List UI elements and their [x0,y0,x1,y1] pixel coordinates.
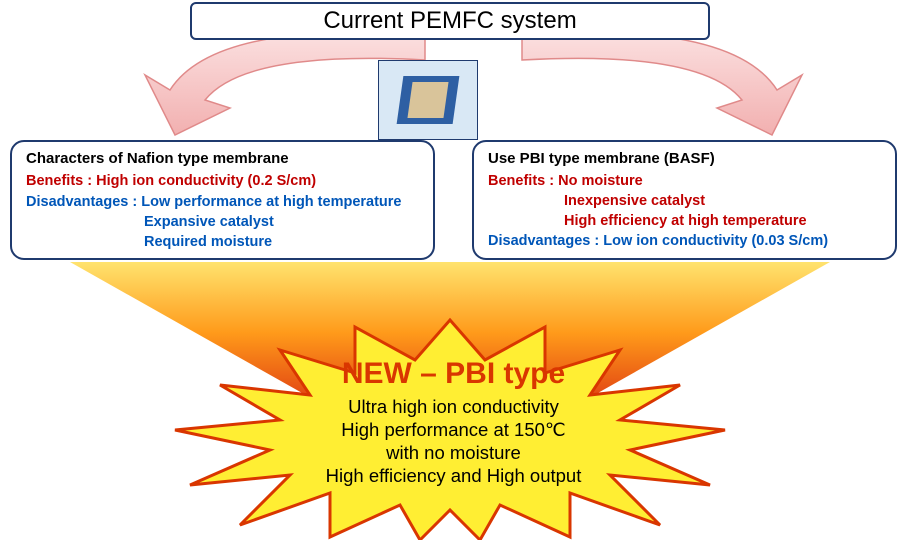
pbi-panel: Use PBI type membrane (BASF) Benefits : … [472,140,897,260]
nafion-disadv-label: Disadvantages : [26,194,137,210]
arrow-right [512,30,812,150]
pbi-benefits-0: No moisture [558,173,643,189]
new-pbi-line-1: High performance at 150℃ [0,418,907,441]
nafion-disadv-2: Required moisture [144,233,419,253]
new-pbi-block: NEW – PBI type Ultra high ion conductivi… [0,355,907,487]
pbi-disadv-text: Low ion conductivity (0.03 S/cm) [603,233,828,249]
pbi-heading: Use PBI type membrane (BASF) [488,150,881,167]
nafion-benefits-label: Benefits : [26,173,92,189]
new-pbi-line-0: Ultra high ion conductivity [0,395,907,418]
pbi-disadv-label: Disadvantages : [488,233,599,249]
pbi-benefits-2: High efficiency at high temperature [564,212,881,232]
pbi-benefits-1: Inexpensive catalyst [564,192,881,212]
nafion-disadv-1: Expansive catalyst [144,213,419,233]
fuelcell-image [378,60,478,140]
new-pbi-line-3: High efficiency and High output [0,464,907,487]
nafion-panel: Characters of Nafion type membrane Benef… [10,140,435,260]
new-pbi-title: NEW – PBI type [0,355,907,393]
nafion-benefits-text: High ion conductivity (0.2 S/cm) [96,173,316,189]
title-text: Current PEMFC system [323,7,576,35]
new-pbi-line-2: with no moisture [0,441,907,464]
nafion-disadv-0: Low performance at high temperature [141,194,401,210]
title-box: Current PEMFC system [190,2,710,40]
pbi-benefits-label: Benefits : [488,173,554,189]
nafion-heading: Characters of Nafion type membrane [26,150,419,167]
